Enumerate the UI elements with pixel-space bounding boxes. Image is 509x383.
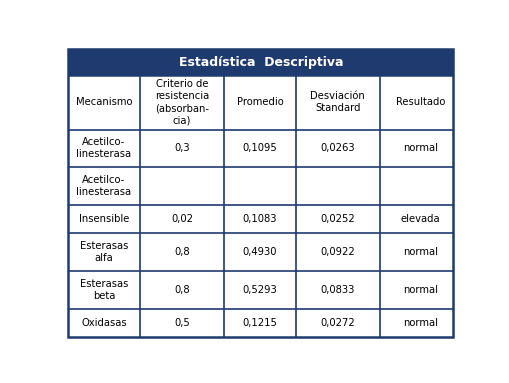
Text: normal: normal: [403, 318, 438, 328]
Bar: [68, 129, 454, 167]
Text: Acetilco-
linesterasa: Acetilco- linesterasa: [76, 137, 131, 159]
Bar: [68, 167, 454, 205]
Bar: [68, 233, 454, 271]
Text: Promedio: Promedio: [237, 97, 284, 107]
Text: Acetilco-
linesterasa: Acetilco- linesterasa: [76, 175, 131, 197]
Text: Esterasas
beta: Esterasas beta: [80, 279, 128, 301]
Text: 0,1095: 0,1095: [242, 143, 277, 153]
Text: 0,4930: 0,4930: [243, 247, 277, 257]
Text: 0,0252: 0,0252: [321, 214, 355, 224]
Text: 0,8: 0,8: [174, 285, 190, 295]
Bar: [68, 75, 454, 129]
Bar: [68, 309, 454, 337]
Text: Estadística  Descriptiva: Estadística Descriptiva: [179, 56, 343, 69]
Bar: [68, 271, 454, 309]
Text: Oxidasas: Oxidasas: [81, 318, 127, 328]
Text: Esterasas
alfa: Esterasas alfa: [80, 241, 128, 263]
Text: 0,1083: 0,1083: [243, 214, 277, 224]
Text: 0,3: 0,3: [174, 143, 190, 153]
Text: Criterio de
resistencia
(absorban-
cia): Criterio de resistencia (absorban- cia): [155, 79, 209, 125]
Text: 0,0272: 0,0272: [321, 318, 355, 328]
Text: 0,0263: 0,0263: [321, 143, 355, 153]
Text: Insensible: Insensible: [79, 214, 129, 224]
Bar: [68, 205, 454, 233]
Bar: [68, 49, 454, 75]
Text: normal: normal: [403, 247, 438, 257]
Text: Desviación
Standard: Desviación Standard: [310, 91, 365, 113]
Text: 0,5: 0,5: [174, 318, 190, 328]
Text: 0,1215: 0,1215: [242, 318, 277, 328]
Text: 0,5293: 0,5293: [242, 285, 277, 295]
Text: normal: normal: [403, 143, 438, 153]
Text: 0,0833: 0,0833: [321, 285, 355, 295]
Text: 0,0922: 0,0922: [321, 247, 355, 257]
Text: normal: normal: [403, 285, 438, 295]
Text: Mecanismo: Mecanismo: [76, 97, 132, 107]
Text: 0,8: 0,8: [174, 247, 190, 257]
Text: 0,02: 0,02: [171, 214, 193, 224]
Text: Resultado: Resultado: [396, 97, 445, 107]
Text: elevada: elevada: [401, 214, 440, 224]
